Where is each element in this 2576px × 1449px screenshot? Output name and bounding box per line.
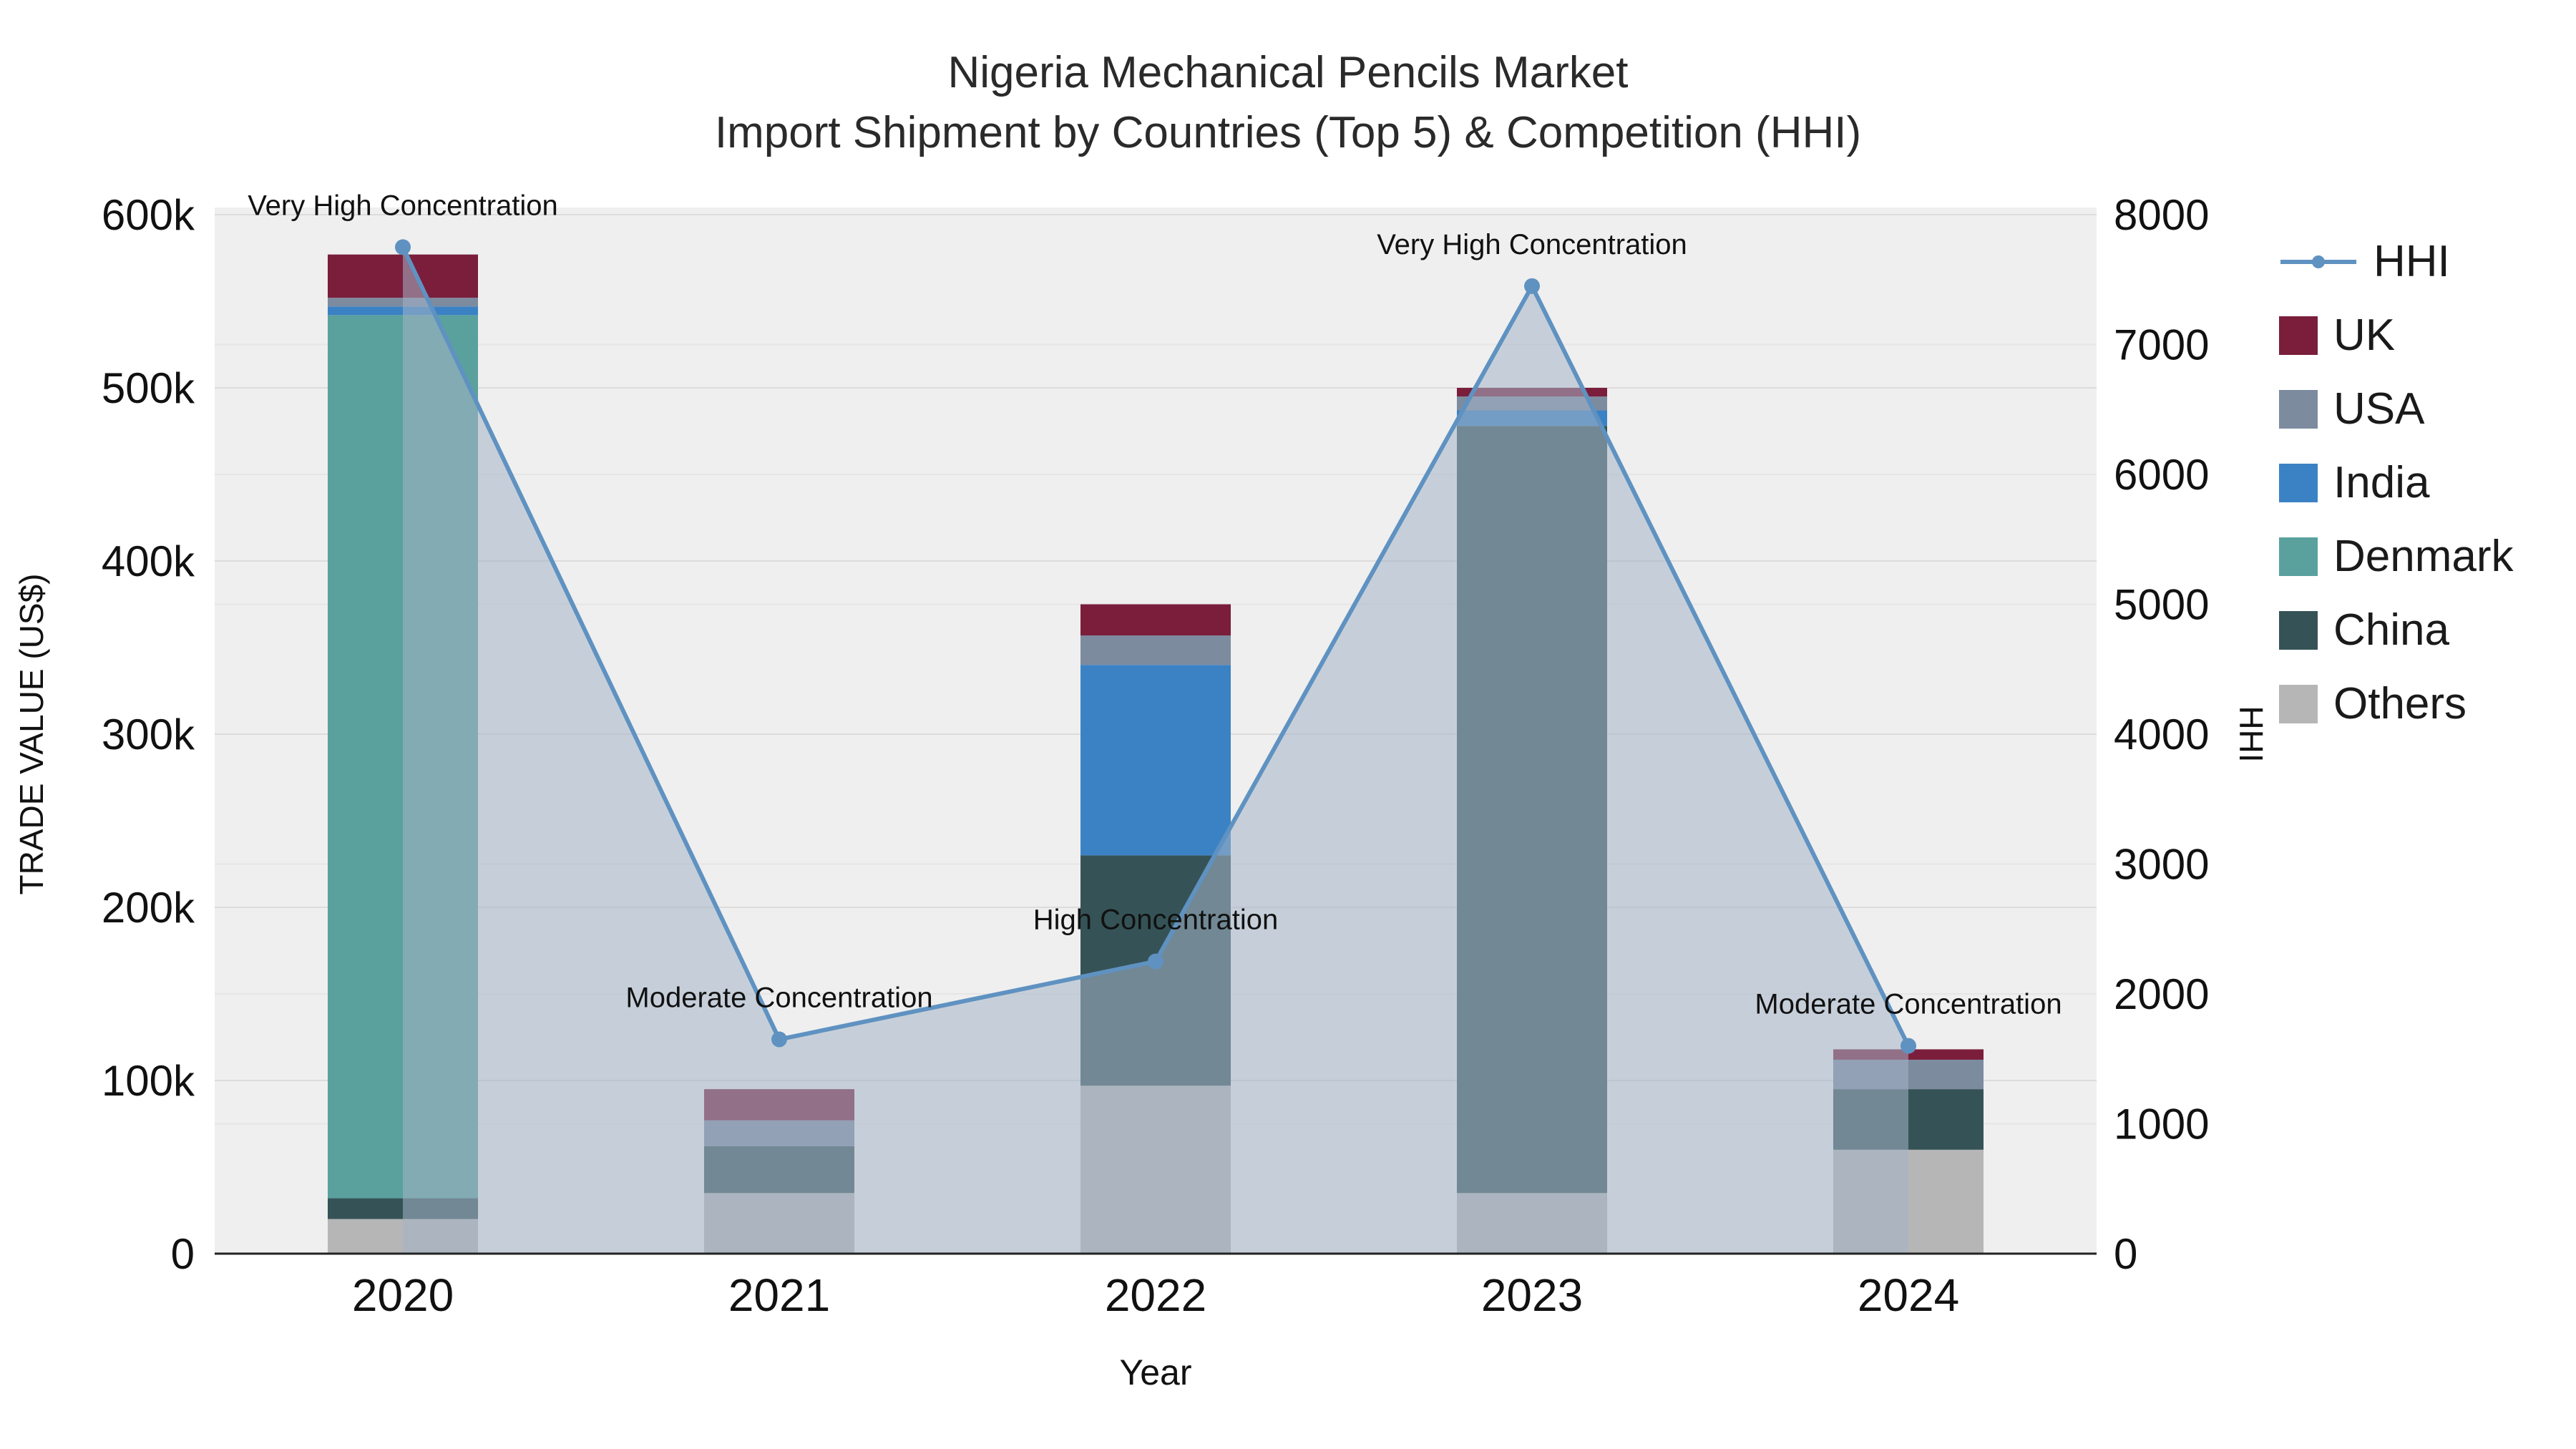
- annotation-2023: Very High Concentration: [1377, 229, 1687, 260]
- x-tick-label: 2024: [1858, 1269, 1959, 1321]
- y-left-tick-label: 200k: [102, 884, 195, 932]
- bar-segment-usa-2022: [1080, 635, 1231, 665]
- chart-title: Nigeria Mechanical Pencils Market Import…: [0, 43, 2576, 162]
- bar-segment-uk-2022: [1080, 604, 1231, 636]
- china-swatch-icon: [2279, 610, 2318, 650]
- legend-item-usa[interactable]: USA: [2279, 384, 2514, 434]
- legend-item-uk[interactable]: UK: [2279, 310, 2514, 361]
- y-left-tick-label: 300k: [102, 711, 195, 758]
- y-right-tick-label: 8000: [2114, 191, 2209, 239]
- usa-swatch-icon: [2279, 389, 2318, 429]
- legend-item-denmark[interactable]: Denmark: [2279, 531, 2514, 582]
- y-right-tick-label: 3000: [2114, 841, 2209, 889]
- y-right-tick-label: 2000: [2114, 970, 2209, 1018]
- legend-item-hhi[interactable]: HHI: [2279, 236, 2514, 287]
- y-right-tick-label: 4000: [2114, 711, 2209, 758]
- y-right-tick-label: 5000: [2114, 581, 2209, 629]
- hhi-marker-2024: [1901, 1038, 1916, 1054]
- y-left-tick-label: 600k: [102, 191, 195, 239]
- annotation-2022: High Concentration: [1033, 904, 1278, 936]
- legend-item-china[interactable]: China: [2279, 605, 2514, 655]
- annotation-2024: Moderate Concentration: [1755, 989, 2062, 1020]
- annotation-2021: Moderate Concentration: [625, 982, 932, 1014]
- y-right-tick-label: 6000: [2114, 451, 2209, 499]
- x-tick-label: 2023: [1481, 1269, 1583, 1321]
- y-axis-title-left: TRADE VALUE (US$): [13, 573, 50, 894]
- tick-labels: 0 100k 200k 300k 400k 500k 600k 0 1000 2000 3000 40…: [102, 191, 2210, 1321]
- legend-item-others[interactable]: Others: [2279, 678, 2514, 729]
- hhi-line-icon: [2280, 255, 2356, 268]
- india-swatch-icon: [2279, 463, 2318, 502]
- x-tick-label: 2021: [728, 1269, 830, 1321]
- uk-swatch-icon: [2279, 316, 2318, 355]
- x-tick-label: 2020: [352, 1269, 454, 1321]
- y-left-tick-label: 100k: [102, 1057, 195, 1105]
- legend-label: Denmark: [2333, 532, 2514, 581]
- y-left-tick-label: 0: [171, 1230, 195, 1278]
- legend-label: China: [2333, 605, 2449, 655]
- legend-label: UK: [2333, 311, 2396, 360]
- hhi-area: [403, 247, 1908, 1254]
- legend-label: Others: [2333, 679, 2467, 728]
- hhi-marker-2020: [395, 239, 411, 255]
- legend-label: HHI: [2373, 237, 2450, 286]
- legend-item-india[interactable]: India: [2279, 457, 2514, 508]
- hhi-marker-2021: [771, 1031, 787, 1048]
- x-axis-title: Year: [1119, 1352, 1191, 1392]
- legend-label: India: [2333, 458, 2430, 507]
- y-axis-title-right: HHI: [2233, 706, 2270, 762]
- legend: HHI UK USA India Denmark China Others: [2279, 236, 2514, 729]
- others-swatch-icon: [2279, 684, 2318, 723]
- bar-segment-india-2022: [1080, 665, 1231, 856]
- hhi-marker-2023: [1524, 278, 1540, 294]
- chart-title-line2: Import Shipment by Countries (Top 5) & C…: [714, 107, 1862, 157]
- legend-label: USA: [2333, 384, 2425, 434]
- annotation-2020: Very High Concentration: [248, 190, 558, 221]
- y-right-tick-label: 1000: [2114, 1101, 2209, 1148]
- hhi-marker-2022: [1148, 953, 1163, 970]
- y-left-tick-label: 400k: [102, 537, 195, 585]
- y-right-tick-label: 7000: [2114, 321, 2209, 369]
- y-right-tick-label: 0: [2114, 1230, 2137, 1278]
- denmark-swatch-icon: [2279, 537, 2318, 576]
- y-left-tick-label: 500k: [102, 364, 195, 412]
- chart-title-line1: Nigeria Mechanical Pencils Market: [947, 48, 1629, 97]
- x-tick-label: 2022: [1105, 1269, 1206, 1321]
